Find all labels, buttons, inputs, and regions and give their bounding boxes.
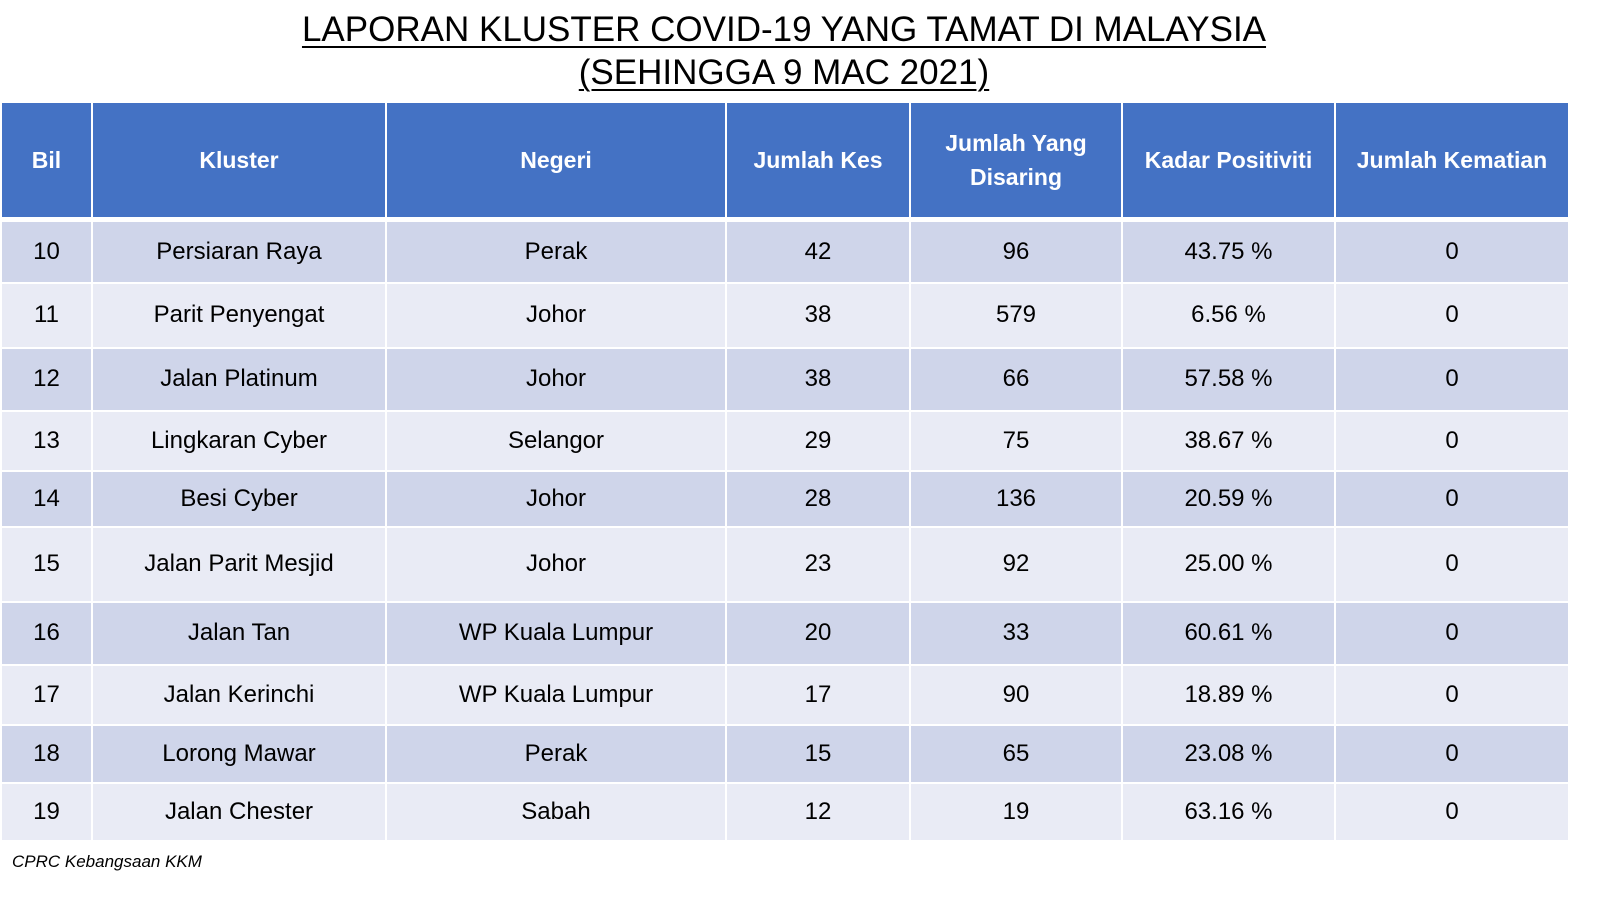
cell-jumlah-disaring: 65 (909, 723, 1123, 784)
title-text-2: (SEHINGGA 9 MAC 2021) (578, 53, 990, 92)
cell-jumlah-disaring: 90 (909, 663, 1123, 726)
header-jumlah-disaring: Jumlah Yang Disaring (909, 101, 1123, 222)
cell-jumlah-kes: 28 (725, 469, 911, 528)
header-negeri: Negeri (385, 101, 727, 222)
title-line-1: LAPORAN KLUSTER COVID-19 YANG TAMAT DI M… (0, 8, 1568, 51)
cell-kluster: Lingkaran Cyber (91, 409, 387, 472)
cluster-table: Bil Kluster Negeri Jumlah Kes Jumlah Yan… (0, 101, 1570, 842)
cell-negeri: Johor (385, 281, 727, 349)
cell-negeri: Johor (385, 346, 727, 412)
cell-bil: 13 (0, 409, 93, 472)
cell-negeri: WP Kuala Lumpur (385, 663, 727, 726)
cell-kluster: Jalan Parit Mesjid (91, 525, 387, 603)
table-row: 18 Lorong Mawar Perak 15 65 23.08 % 0 (0, 723, 1570, 784)
cell-kadar-positiviti: 57.58 % (1121, 346, 1336, 412)
cell-jumlah-kes: 15 (725, 723, 911, 784)
cell-kadar-positiviti: 6.56 % (1121, 281, 1336, 349)
cell-jumlah-kes: 29 (725, 409, 911, 472)
cell-negeri: Johor (385, 525, 727, 603)
cell-kadar-positiviti: 20.59 % (1121, 469, 1336, 528)
cell-jumlah-kematian: 0 (1334, 600, 1570, 666)
cell-bil: 11 (0, 281, 93, 349)
cell-kadar-positiviti: 38.67 % (1121, 409, 1336, 472)
cell-kluster: Persiaran Raya (91, 218, 387, 284)
cell-jumlah-disaring: 579 (909, 281, 1123, 349)
cell-jumlah-kes: 12 (725, 781, 911, 842)
source-footer: CPRC Kebangsaan KKM (12, 852, 202, 871)
cell-jumlah-disaring: 33 (909, 600, 1123, 666)
table-row: 17 Jalan Kerinchi WP Kuala Lumpur 17 90 … (0, 663, 1570, 726)
cell-jumlah-kes: 38 (725, 281, 911, 349)
cell-negeri: Johor (385, 469, 727, 528)
cell-bil: 14 (0, 469, 93, 528)
cell-bil: 16 (0, 600, 93, 666)
cell-jumlah-kes: 17 (725, 663, 911, 726)
cell-jumlah-disaring: 75 (909, 409, 1123, 472)
cell-kluster: Parit Penyengat (91, 281, 387, 349)
header-jumlah-kes: Jumlah Kes (725, 101, 911, 222)
cell-kadar-positiviti: 25.00 % (1121, 525, 1336, 603)
table-row: 14 Besi Cyber Johor 28 136 20.59 % 0 (0, 469, 1570, 528)
cell-kadar-positiviti: 60.61 % (1121, 600, 1336, 666)
cell-kluster: Jalan Chester (91, 781, 387, 842)
cell-bil: 17 (0, 663, 93, 726)
cell-kadar-positiviti: 18.89 % (1121, 663, 1336, 726)
table-row: 15 Jalan Parit Mesjid Johor 23 92 25.00 … (0, 525, 1570, 603)
cell-jumlah-disaring: 136 (909, 469, 1123, 528)
cell-kadar-positiviti: 23.08 % (1121, 723, 1336, 784)
cell-jumlah-kematian: 0 (1334, 346, 1570, 412)
table-row: 16 Jalan Tan WP Kuala Lumpur 20 33 60.61… (0, 600, 1570, 666)
table-header-row: Bil Kluster Negeri Jumlah Kes Jumlah Yan… (0, 101, 1570, 222)
cell-kluster: Jalan Kerinchi (91, 663, 387, 726)
title-line-2: (SEHINGGA 9 MAC 2021) (0, 51, 1568, 94)
cell-bil: 12 (0, 346, 93, 412)
cell-negeri: Sabah (385, 781, 727, 842)
table-row: 19 Jalan Chester Sabah 12 19 63.16 % 0 (0, 781, 1570, 842)
cell-negeri: Perak (385, 723, 727, 784)
cell-jumlah-disaring: 92 (909, 525, 1123, 603)
cell-jumlah-kes: 23 (725, 525, 911, 603)
page-title: LAPORAN KLUSTER COVID-19 YANG TAMAT DI M… (0, 8, 1568, 94)
cell-kluster: Jalan Platinum (91, 346, 387, 412)
cell-kluster: Besi Cyber (91, 469, 387, 528)
cell-jumlah-disaring: 19 (909, 781, 1123, 842)
cell-jumlah-kematian: 0 (1334, 781, 1570, 842)
cell-kluster: Jalan Tan (91, 600, 387, 666)
header-jumlah-kematian: Jumlah Kematian (1334, 101, 1570, 222)
table-row: 12 Jalan Platinum Johor 38 66 57.58 % 0 (0, 346, 1570, 412)
header-bil: Bil (0, 101, 93, 222)
cell-kluster: Lorong Mawar (91, 723, 387, 784)
cell-jumlah-kes: 42 (725, 218, 911, 284)
cell-jumlah-kes: 20 (725, 600, 911, 666)
title-text-1: LAPORAN KLUSTER COVID-19 YANG TAMAT DI M… (301, 10, 1267, 49)
cell-bil: 10 (0, 218, 93, 284)
cell-bil: 19 (0, 781, 93, 842)
cell-negeri: Selangor (385, 409, 727, 472)
table-row: 10 Persiaran Raya Perak 42 96 43.75 % 0 (0, 218, 1570, 284)
cell-jumlah-kes: 38 (725, 346, 911, 412)
cell-jumlah-disaring: 96 (909, 218, 1123, 284)
cell-kadar-positiviti: 63.16 % (1121, 781, 1336, 842)
cell-negeri: Perak (385, 218, 727, 284)
cell-jumlah-kematian: 0 (1334, 723, 1570, 784)
cell-kadar-positiviti: 43.75 % (1121, 218, 1336, 284)
cell-bil: 18 (0, 723, 93, 784)
header-kluster: Kluster (91, 101, 387, 222)
cell-jumlah-kematian: 0 (1334, 525, 1570, 603)
cell-jumlah-disaring: 66 (909, 346, 1123, 412)
cell-jumlah-kematian: 0 (1334, 663, 1570, 726)
cell-bil: 15 (0, 525, 93, 603)
cell-jumlah-kematian: 0 (1334, 469, 1570, 528)
table-row: 13 Lingkaran Cyber Selangor 29 75 38.67 … (0, 409, 1570, 472)
cell-jumlah-kematian: 0 (1334, 281, 1570, 349)
header-kadar-positiviti: Kadar Positiviti (1121, 101, 1336, 222)
cell-negeri: WP Kuala Lumpur (385, 600, 727, 666)
cell-jumlah-kematian: 0 (1334, 409, 1570, 472)
table-row: 11 Parit Penyengat Johor 38 579 6.56 % 0 (0, 281, 1570, 349)
cell-jumlah-kematian: 0 (1334, 218, 1570, 284)
